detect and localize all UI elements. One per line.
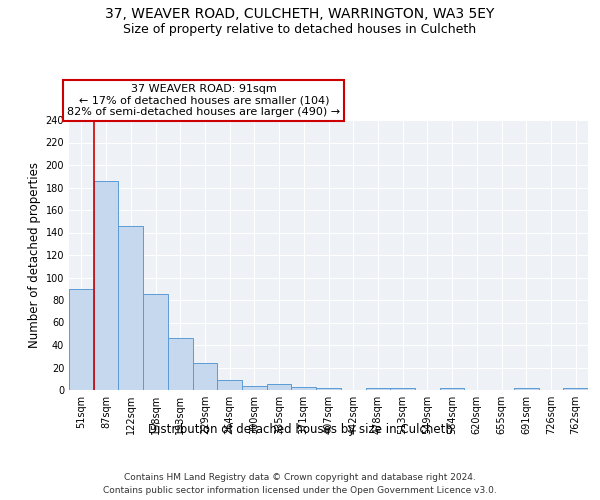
Text: Size of property relative to detached houses in Culcheth: Size of property relative to detached ho… [124, 22, 476, 36]
Bar [267, 384, 292, 390]
Text: 37 WEAVER ROAD: 91sqm
← 17% of detached houses are smaller (104)
82% of semi-det: 37 WEAVER ROAD: 91sqm ← 17% of detached … [67, 84, 341, 117]
Bar [390, 388, 415, 390]
Text: 37, WEAVER ROAD, CULCHETH, WARRINGTON, WA3 5EY: 37, WEAVER ROAD, CULCHETH, WARRINGTON, W… [106, 8, 494, 22]
Bar [118, 226, 143, 390]
Bar [168, 338, 193, 390]
Text: Contains public sector information licensed under the Open Government Licence v3: Contains public sector information licen… [103, 486, 497, 495]
Bar [94, 180, 118, 390]
Y-axis label: Number of detached properties: Number of detached properties [28, 162, 41, 348]
Bar [217, 380, 242, 390]
Bar [292, 386, 316, 390]
Text: Distribution of detached houses by size in Culcheth: Distribution of detached houses by size … [148, 422, 452, 436]
Bar [69, 289, 94, 390]
Bar [143, 294, 168, 390]
Bar [563, 388, 588, 390]
Bar [316, 388, 341, 390]
Bar [193, 363, 217, 390]
Bar [514, 388, 539, 390]
Bar [365, 388, 390, 390]
Bar [440, 388, 464, 390]
Text: Contains HM Land Registry data © Crown copyright and database right 2024.: Contains HM Land Registry data © Crown c… [124, 472, 476, 482]
Bar [242, 386, 267, 390]
